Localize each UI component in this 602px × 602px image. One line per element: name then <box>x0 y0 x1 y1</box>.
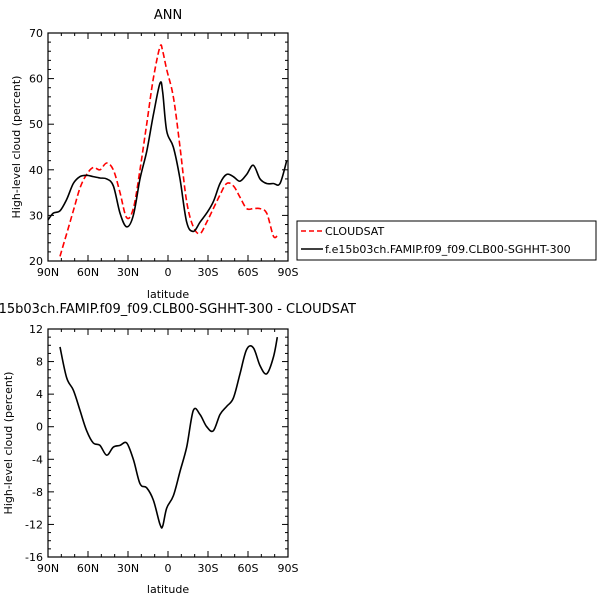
series-line-1-0 <box>59 336 279 529</box>
x-tick-label: 30N <box>117 562 139 575</box>
x-tick-label: 90N <box>37 266 59 279</box>
y-tick-label: 0 <box>36 421 43 434</box>
y-tick-label: 8 <box>36 356 43 369</box>
series-line-0-1 <box>47 81 288 233</box>
bottom-panel: f.e15b03ch.FAMIP.f09_f09.CLB00-SGHHT-300… <box>0 302 356 596</box>
y-tick-label: 70 <box>29 27 43 40</box>
x-tick-label: 60N <box>77 266 99 279</box>
series-line-0-0 <box>59 44 278 257</box>
y-tick-label: 30 <box>29 209 43 222</box>
bottom-x-axis-label: latitude <box>147 583 189 596</box>
x-tick-label: 60N <box>77 562 99 575</box>
top-panel: ANN 90N 60N 30N 0 30S 60S 90S 20 30 40 50 60 70 lati… <box>10 8 299 301</box>
y-tick-label: 60 <box>29 73 43 86</box>
y-tick-label: 40 <box>29 164 43 177</box>
y-tick-label: 12 <box>29 323 43 336</box>
bottom-chart-title: f.e15b03ch.FAMIP.f09_f09.CLB00-SGHHT-300… <box>0 302 356 317</box>
y-tick-label: -8 <box>32 486 43 499</box>
top-chart-title: ANN <box>154 8 182 23</box>
x-tick-label: 60S <box>238 266 259 279</box>
legend-box <box>296 220 597 261</box>
x-tick-label: 90N <box>37 562 59 575</box>
y-tick-label: -12 <box>25 518 43 531</box>
x-tick-label: 30S <box>198 266 219 279</box>
x-tick-label: 60S <box>238 562 259 575</box>
x-tick-label: 30S <box>198 562 219 575</box>
y-tick-label: 50 <box>29 118 43 131</box>
bottom-axis-ticks: 90N 60N 30N 0 30S 60S 90S -16 -12 -8 -4 0 4 8 12 <box>25 323 298 575</box>
y-tick-label: -4 <box>32 453 43 466</box>
top-y-axis-label: High-level cloud (percent) <box>10 76 23 219</box>
y-tick-label: 4 <box>36 388 43 401</box>
top-series-group <box>47 44 288 257</box>
bottom-plot-frame <box>47 328 289 558</box>
x-tick-label: 90S <box>278 562 299 575</box>
x-tick-label: 90S <box>278 266 299 279</box>
y-tick-label: -16 <box>25 551 43 564</box>
top-plot-frame <box>47 32 289 262</box>
x-tick-label: 30N <box>117 266 139 279</box>
top-axis-ticks: 90N 60N 30N 0 30S 60S 90S 20 30 40 50 60 70 <box>29 27 299 279</box>
legend-label-model: f.e15b03ch.FAMIP.f09_f09.CLB00-SGHHT-300 <box>325 243 571 256</box>
x-tick-label: 0 <box>165 562 172 575</box>
legend-label-cloudsat: CLOUDSAT <box>325 225 384 238</box>
x-tick-label: 0 <box>165 266 172 279</box>
y-tick-label: 20 <box>29 255 43 268</box>
bottom-series-group <box>59 336 279 529</box>
bottom-y-axis-label: High-level cloud (percent) <box>2 372 15 515</box>
legend: CLOUDSAT f.e15b03ch.FAMIP.f09_f09.CLB00-… <box>296 220 597 261</box>
top-x-axis-label: latitude <box>147 288 189 301</box>
